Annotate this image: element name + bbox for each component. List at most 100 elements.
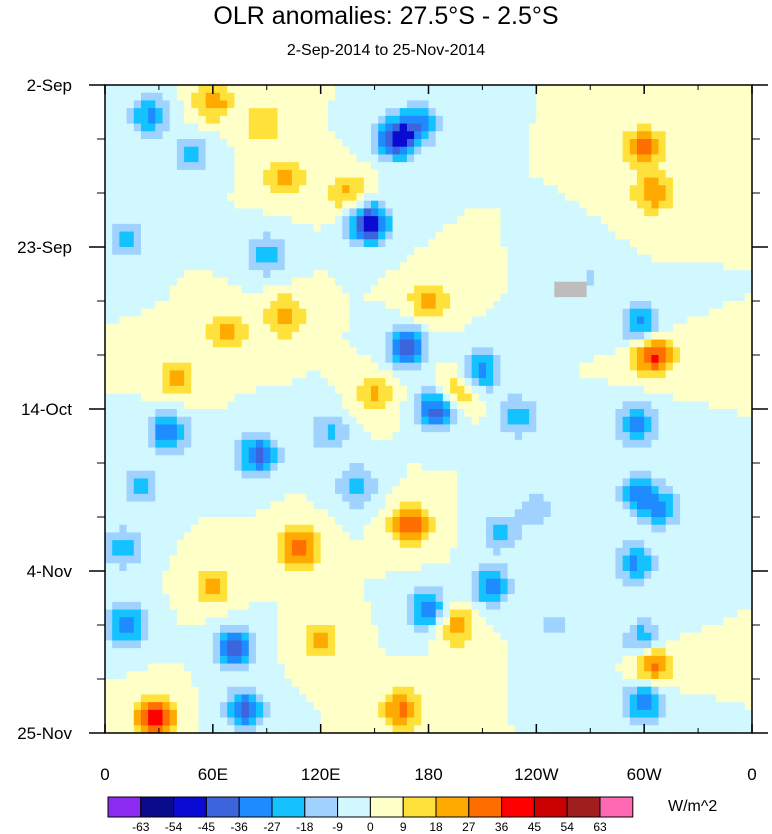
- anomaly-cell: [248, 362, 257, 372]
- anomaly-cell: [392, 385, 401, 395]
- anomaly-cell: [169, 208, 178, 217]
- anomaly-cell: [579, 301, 588, 310]
- anomaly-cell: [601, 486, 609, 495]
- anomaly-cell: [313, 478, 322, 487]
- anomaly-cell: [220, 324, 228, 333]
- anomaly-cell: [119, 409, 128, 418]
- anomaly-cell: [263, 501, 271, 510]
- anomaly-cell: [586, 447, 595, 456]
- anomaly-cell: [672, 370, 681, 379]
- anomaly-cell: [162, 509, 171, 518]
- anomaly-cell: [687, 416, 696, 426]
- anomaly-cell: [363, 378, 372, 387]
- anomaly-cell: [579, 254, 588, 264]
- anomaly-cell: [471, 393, 480, 402]
- anomaly-cell: [406, 509, 415, 518]
- anomaly-cell: [378, 362, 386, 372]
- anomaly-cell: [205, 270, 214, 279]
- anomaly-cell: [421, 385, 430, 395]
- anomaly-cell: [629, 92, 638, 102]
- anomaly-cell: [392, 308, 401, 318]
- anomaly-cell: [701, 463, 710, 472]
- anomaly-cell: [241, 239, 250, 248]
- anomaly-cell: [658, 439, 667, 449]
- anomaly-cell: [464, 331, 473, 341]
- anomaly-cell: [263, 324, 271, 333]
- anomaly-cell: [478, 447, 487, 456]
- anomaly-cell: [428, 293, 437, 302]
- anomaly-cell: [478, 108, 487, 117]
- anomaly-cell: [327, 455, 336, 464]
- anomaly-cell: [320, 123, 329, 132]
- anomaly-cell: [112, 208, 120, 217]
- anomaly-cell: [169, 185, 178, 194]
- anomaly-cell: [234, 277, 243, 287]
- anomaly-cell: [385, 470, 394, 480]
- anomaly-cell: [478, 370, 487, 379]
- anomaly-cell: [342, 455, 351, 464]
- anomaly-cell: [651, 108, 660, 117]
- anomaly-cell: [378, 370, 386, 379]
- anomaly-cell: [550, 169, 559, 179]
- anomaly-cell: [435, 123, 444, 132]
- anomaly-cell: [579, 154, 588, 163]
- anomaly-cell: [148, 432, 156, 441]
- anomaly-cell: [680, 216, 688, 225]
- anomaly-cell: [601, 262, 609, 271]
- anomaly-cell: [112, 493, 120, 503]
- anomaly-cell: [572, 185, 581, 194]
- anomaly-cell: [428, 385, 437, 395]
- anomaly-cell: [327, 378, 336, 387]
- anomaly-cell: [435, 162, 444, 171]
- anomaly-cell: [723, 123, 732, 132]
- anomaly-cell: [658, 270, 667, 279]
- anomaly-cell: [687, 193, 696, 202]
- anomaly-cell: [241, 393, 250, 402]
- anomaly-cell: [651, 301, 660, 310]
- anomaly-cell: [493, 193, 501, 202]
- anomaly-cell: [636, 409, 645, 418]
- anomaly-cell: [615, 162, 624, 171]
- anomaly-cell: [263, 316, 271, 325]
- anomaly-cell: [313, 501, 322, 510]
- anomaly-cell: [629, 463, 638, 472]
- anomaly-cell: [737, 123, 746, 132]
- anomaly-cell: [723, 385, 732, 395]
- anomaly-cell: [701, 339, 710, 348]
- anomaly-cell: [435, 216, 444, 225]
- anomaly-cell: [399, 409, 408, 418]
- anomaly-cell: [529, 339, 537, 348]
- anomaly-cell: [205, 301, 214, 310]
- anomaly-cell: [155, 339, 164, 348]
- anomaly-cell: [306, 193, 315, 202]
- anomaly-cell: [514, 331, 523, 341]
- anomaly-cell: [730, 123, 739, 132]
- anomaly-cell: [284, 324, 293, 333]
- anomaly-cell: [378, 154, 386, 163]
- anomaly-cell: [665, 100, 674, 109]
- anomaly-cell: [629, 362, 638, 372]
- anomaly-cell: [622, 85, 631, 94]
- anomaly-cell: [716, 470, 724, 480]
- anomaly-cell: [536, 270, 545, 279]
- anomaly-cell: [248, 455, 257, 464]
- anomaly-cell: [112, 455, 120, 464]
- anomaly-cell: [565, 432, 573, 441]
- anomaly-cell: [349, 324, 358, 333]
- anomaly-cell: [701, 277, 710, 287]
- anomaly-cell: [263, 223, 271, 233]
- anomaly-cell: [133, 270, 142, 279]
- anomaly-cell: [586, 123, 595, 132]
- anomaly-cell: [378, 509, 386, 518]
- anomaly-cell: [629, 85, 638, 94]
- anomaly-cell: [255, 146, 264, 156]
- anomaly-cell: [536, 100, 545, 109]
- anomaly-cell: [529, 416, 537, 426]
- anomaly-cell: [327, 447, 336, 456]
- anomaly-cell: [162, 115, 171, 125]
- anomaly-cell: [744, 262, 753, 271]
- anomaly-cell: [550, 401, 559, 410]
- anomaly-cell: [399, 92, 408, 102]
- anomaly-cell: [349, 139, 358, 148]
- anomaly-cell: [191, 455, 200, 464]
